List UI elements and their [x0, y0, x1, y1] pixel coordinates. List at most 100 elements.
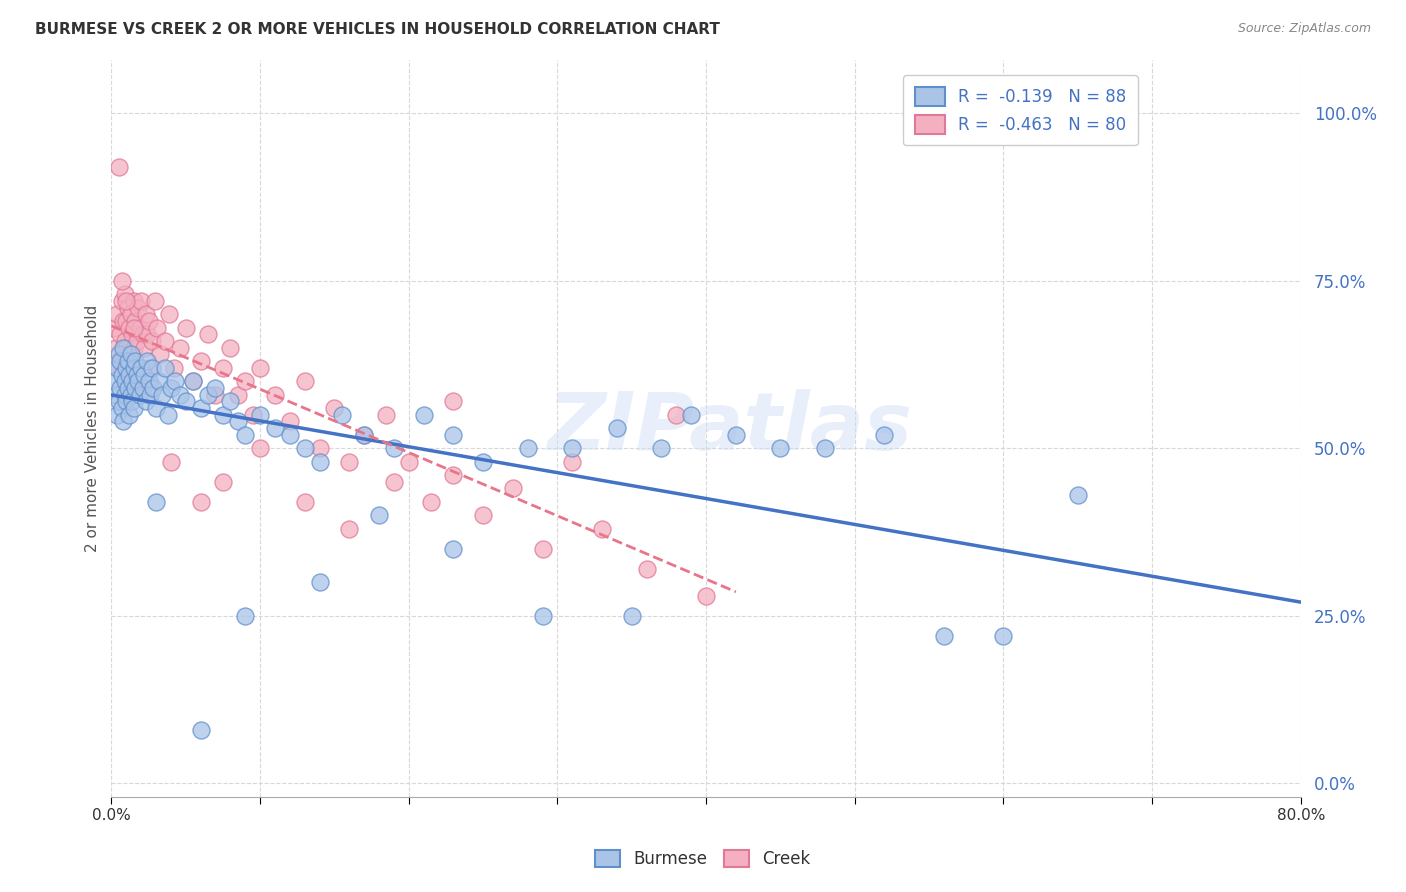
Point: [114, 387, 136, 401]
Point: [146, 320, 169, 334]
Point: [110, 327, 132, 342]
Point: [120, 387, 142, 401]
Point: [993, 629, 1015, 643]
Point: [516, 442, 538, 456]
Point: [104, 387, 127, 401]
Point: [108, 347, 131, 361]
Point: [117, 381, 139, 395]
Point: [110, 354, 132, 368]
Point: [121, 394, 143, 409]
Point: [143, 293, 166, 308]
Point: [103, 374, 125, 388]
Point: [420, 495, 443, 509]
Point: [129, 293, 152, 308]
Point: [233, 374, 256, 388]
Point: [190, 495, 212, 509]
Point: [125, 368, 148, 382]
Point: [108, 160, 131, 174]
Point: [138, 374, 160, 388]
Point: [138, 314, 160, 328]
Point: [141, 334, 163, 348]
Point: [278, 427, 301, 442]
Point: [114, 374, 136, 388]
Point: [226, 414, 249, 428]
Point: [138, 360, 160, 375]
Point: [139, 387, 162, 401]
Text: ZIPatlas: ZIPatlas: [547, 389, 912, 467]
Point: [665, 408, 688, 422]
Point: [190, 723, 212, 737]
Point: [160, 455, 183, 469]
Point: [561, 455, 583, 469]
Point: [120, 347, 142, 361]
Point: [337, 522, 360, 536]
Point: [249, 442, 271, 456]
Point: [681, 408, 703, 422]
Point: [181, 374, 204, 388]
Point: [212, 360, 235, 375]
Point: [115, 314, 138, 328]
Point: [112, 314, 135, 328]
Point: [145, 495, 167, 509]
Point: [591, 522, 613, 536]
Point: [204, 381, 226, 395]
Point: [323, 401, 346, 415]
Point: [531, 541, 554, 556]
Point: [219, 341, 242, 355]
Point: [135, 394, 157, 409]
Point: [620, 608, 643, 623]
Point: [128, 387, 150, 401]
Point: [115, 394, 138, 409]
Point: [103, 320, 125, 334]
Point: [264, 421, 287, 435]
Point: [125, 334, 148, 348]
Point: [121, 374, 143, 388]
Point: [128, 320, 150, 334]
Point: [150, 387, 173, 401]
Point: [124, 314, 146, 328]
Point: [111, 354, 134, 368]
Point: [219, 394, 242, 409]
Point: [308, 455, 330, 469]
Point: [330, 408, 353, 422]
Point: [398, 455, 420, 469]
Point: [308, 575, 330, 590]
Point: [308, 442, 330, 456]
Point: [169, 387, 191, 401]
Point: [212, 475, 235, 489]
Point: [111, 368, 134, 382]
Point: [105, 307, 128, 321]
Point: [141, 360, 163, 375]
Point: [165, 374, 187, 388]
Point: [114, 287, 136, 301]
Point: [149, 347, 172, 361]
Point: [472, 455, 495, 469]
Point: [122, 341, 145, 355]
Point: [441, 427, 464, 442]
Point: [242, 408, 264, 422]
Point: [382, 475, 405, 489]
Point: [294, 495, 316, 509]
Point: [115, 360, 138, 375]
Point: [118, 347, 141, 361]
Point: [294, 442, 316, 456]
Point: [153, 334, 176, 348]
Point: [118, 320, 141, 334]
Point: [294, 374, 316, 388]
Point: [502, 482, 524, 496]
Point: [212, 408, 235, 422]
Point: [124, 381, 146, 395]
Point: [163, 360, 186, 375]
Point: [117, 354, 139, 368]
Point: [197, 387, 219, 401]
Point: [174, 394, 197, 409]
Legend: R =  -0.139   N = 88, R =  -0.463   N = 80: R = -0.139 N = 88, R = -0.463 N = 80: [903, 75, 1137, 145]
Point: [190, 401, 212, 415]
Point: [636, 562, 658, 576]
Point: [233, 608, 256, 623]
Point: [111, 293, 134, 308]
Point: [226, 387, 249, 401]
Point: [115, 341, 138, 355]
Point: [606, 421, 628, 435]
Point: [118, 368, 141, 382]
